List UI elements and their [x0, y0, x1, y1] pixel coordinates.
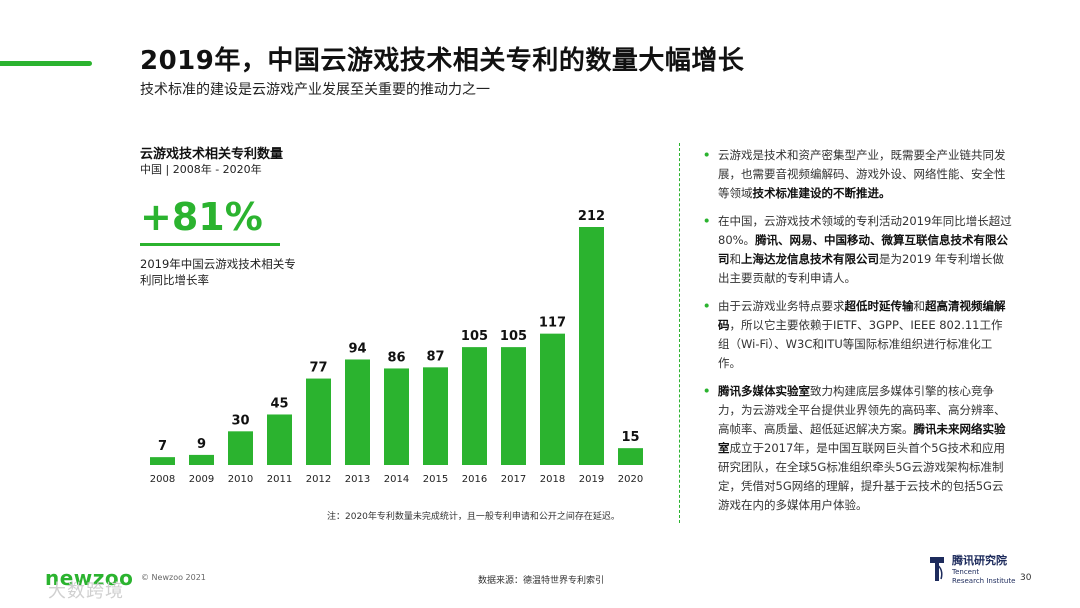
insight-text: 成立于2017年，是中国互联网巨头首个5G技术和应用研究团队，在全球5G标准组织… — [718, 441, 1005, 512]
x-tick-label: 2011 — [267, 474, 292, 485]
x-tick-label: 2016 — [462, 474, 487, 485]
watermark: 大数跨境 — [48, 581, 124, 602]
insight-list: • 云游戏是技术和资产密集型产业，既需要全产业链共同发展，也需要音视频编解码、游戏… — [700, 146, 1012, 524]
bar-2020 — [618, 448, 643, 465]
bar-value-label: 7 — [158, 439, 167, 454]
bar-2015 — [423, 367, 448, 465]
insight-emphasis: 腾讯未来网络实验室 — [718, 422, 1006, 455]
bar-2014 — [384, 368, 409, 465]
bullet-dot: • — [703, 299, 711, 313]
page-number: 30 — [1020, 573, 1032, 583]
tencent-name-en-1: Tencent — [952, 568, 980, 576]
insight-text: 和 — [913, 299, 926, 313]
tencent-logo-icon — [930, 557, 944, 581]
column-divider — [679, 143, 680, 523]
bar-value-label: 105 — [461, 329, 488, 344]
insight-text: 云游戏是技术和资产密集型产业，既需要全产业链共同发展，也需要音视频编解码、游戏外… — [718, 148, 1006, 200]
bar-2017 — [501, 347, 526, 465]
bar-value-label: 9 — [197, 437, 206, 452]
insight-emphasis: 超低时延传输 — [844, 299, 914, 313]
bar-2010 — [228, 431, 253, 465]
x-tick-label: 2009 — [189, 474, 214, 485]
x-tick-label: 2010 — [228, 474, 253, 485]
bar-2013 — [345, 359, 370, 465]
x-tick-label: 2013 — [345, 474, 370, 485]
x-tick-label: 2008 — [150, 474, 175, 485]
x-tick-label: 2017 — [501, 474, 526, 485]
newzoo-logo: newzoo — [45, 566, 134, 590]
stat-underline — [140, 243, 280, 246]
copyright: © Newzoo 2021 — [141, 573, 206, 582]
chart-subtitle: 中国 | 2008年 - 2020年 — [140, 163, 262, 176]
page-title: 2019年，中国云游戏技术相关专利的数量大幅增长 — [140, 46, 745, 76]
insight-text: 和 — [729, 252, 742, 266]
insight-item: • 由于云游戏业务特点要求超低时延传输和超高清视频编解码，所以它主要依赖于IETF… — [700, 297, 1012, 373]
bar-2018 — [540, 333, 565, 465]
insight-emphasis: 超高清视频编解码 — [718, 299, 1006, 332]
x-tick-label: 2020 — [618, 474, 643, 485]
insight-item: • 在中国，云游戏技术领域的专利活动2019年同比增长超过80%。腾讯、网易、中国… — [700, 212, 1012, 288]
bar-value-label: 94 — [348, 341, 366, 356]
growth-stat-description: 2019年中国云游戏技术相关专利同比增长率 — [140, 257, 296, 287]
insight-emphasis: 腾讯多媒体实验室 — [718, 384, 810, 398]
bar-value-label: 45 — [270, 396, 288, 411]
bar-value-label: 105 — [500, 329, 527, 344]
bar-2011 — [267, 414, 292, 465]
bar-2016 — [462, 347, 487, 465]
bar-value-label: 86 — [387, 350, 405, 365]
bullet-dot: • — [703, 384, 711, 398]
x-tick-label: 2012 — [306, 474, 331, 485]
bullet-dot: • — [703, 214, 711, 228]
insight-text: 致力构建底层多媒体引擎的核心竞争力，为云游戏全平台提供业界领先的高码率、高分辨率… — [718, 384, 1006, 436]
accent-line — [0, 61, 92, 66]
x-tick-label: 2018 — [540, 474, 565, 485]
x-tick-label: 2014 — [384, 474, 409, 485]
growth-stat: +81% — [140, 195, 263, 239]
patent-bar-chart: 7 2008 9 2009 30 2010 45 2011 77 2012 94 2013 86 2014… — [150, 209, 643, 485]
bar-value-label: 15 — [621, 430, 639, 445]
insight-emphasis: 腾讯、网易、中国移动、微算互联信息技术有限公司 — [718, 233, 1009, 266]
tencent-name-en-2: Research Institute — [952, 577, 1016, 585]
chart-title: 云游戏技术相关专利数量 — [140, 147, 284, 162]
bullet-dot: • — [703, 148, 711, 162]
x-tick-label: 2015 — [423, 474, 448, 485]
bar-value-label: 117 — [539, 316, 566, 331]
bar-2009 — [189, 454, 214, 465]
tencent-research-logo: 腾讯研究院 Tencent Research Institute — [928, 552, 1015, 586]
insight-item: • 腾讯多媒体实验室致力构建底层多媒体引擎的核心竞争力，为云游戏全平台提供业界领先… — [700, 382, 1012, 515]
bar-2019 — [579, 227, 604, 465]
insight-emphasis: 上海达龙信息技术有限公司 — [741, 252, 879, 266]
bar-value-label: 30 — [231, 413, 249, 428]
insight-text: ，所以它主要依赖于IETF、3GPP、IEEE 802.11工作组（Wi-Fi）… — [718, 318, 1003, 370]
bar-value-label: 87 — [426, 349, 444, 364]
x-tick-label: 2019 — [579, 474, 604, 485]
insight-text: 由于云游戏业务特点要求 — [718, 299, 845, 313]
bar-value-label: 212 — [578, 209, 605, 224]
insight-item: • 云游戏是技术和资产密集型产业，既需要全产业链共同发展，也需要音视频编解码、游戏… — [700, 146, 1012, 203]
page-subtitle: 技术标准的建设是云游戏产业发展至关重要的推动力之一 — [140, 82, 490, 98]
tencent-name-cn: 腾讯研究院 — [952, 554, 1007, 567]
insight-text: 在中国，云游戏技术领域的专利活动2019年同比增长超过80%。 — [718, 214, 1012, 247]
data-source: 数据来源：德温特世界专利索引 — [478, 576, 605, 586]
chart-footnote: 注：2020年专利数量未完成统计，且一般专利申请和公开之间存在延迟。 — [327, 512, 620, 522]
bar-2008 — [150, 457, 175, 465]
insight-emphasis: 技术标准建设的不断推进。 — [752, 186, 891, 200]
bar-value-label: 77 — [309, 361, 327, 376]
bar-2012 — [306, 378, 331, 465]
insight-text: 是为2019 年专利增长做出主要贡献的专利申请人。 — [718, 252, 1004, 285]
